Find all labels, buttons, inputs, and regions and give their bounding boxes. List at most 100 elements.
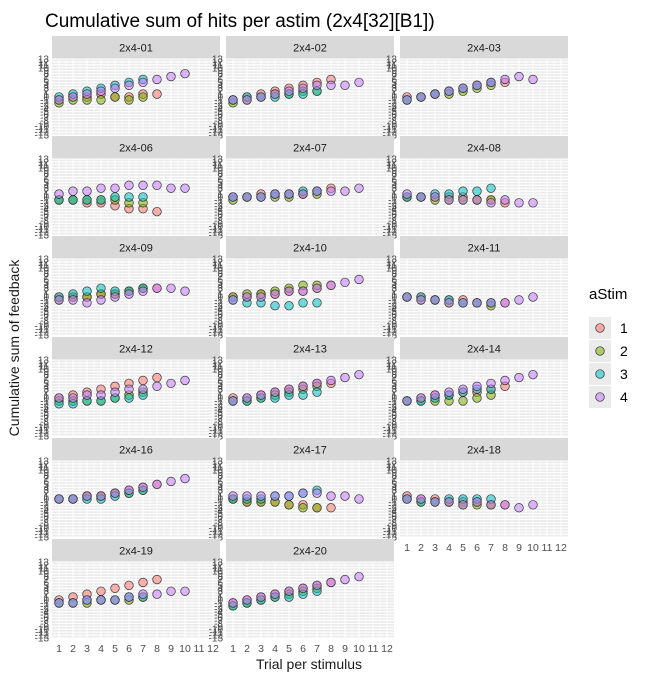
point-stim-4 [54, 393, 64, 403]
point-stim-4 [458, 500, 468, 510]
y-tick-label: 0 [217, 394, 223, 405]
point-stim-3 [298, 298, 308, 308]
y-tick-label: -9 [388, 319, 397, 330]
y-tick-label: 9 [43, 367, 49, 378]
point-stim-4 [326, 80, 336, 90]
y-tick-label: -4 [40, 607, 49, 618]
point-stim-4 [96, 491, 106, 501]
x-tick-label: 1 [404, 542, 410, 554]
y-tick-label: -12 [383, 128, 398, 139]
y-tick-label: 11 [387, 462, 398, 473]
y-tick-label: 0 [391, 394, 397, 405]
point-stim-4 [68, 393, 78, 403]
legend-title: aStim [589, 286, 627, 303]
y-tick-label: 11 [39, 462, 50, 473]
point-stim-2 [110, 92, 120, 102]
y-tick-label: 9 [43, 166, 49, 177]
y-tick-label: 13 [386, 457, 398, 468]
facet-strip [400, 236, 568, 259]
y-tick-label: 7 [391, 272, 397, 283]
y-tick-label: 4 [43, 181, 49, 192]
y-tick-label: 12 [212, 257, 224, 268]
point-stim-4 [152, 180, 162, 190]
y-tick-label: 6 [217, 275, 223, 286]
y-tick-label: 12 [38, 257, 50, 268]
y-tick-label: -6 [214, 310, 223, 321]
point-stim-1 [152, 372, 162, 383]
y-tick-label: 9 [391, 367, 397, 378]
y-tick-label: 0 [217, 193, 223, 204]
point-stim-4 [284, 286, 294, 296]
y-tick-label: 1 [43, 391, 49, 402]
point-stim-4 [354, 77, 364, 88]
point-stim-4 [138, 180, 148, 190]
point-stim-4 [402, 189, 412, 199]
y-tick-label: -4 [214, 104, 223, 115]
y-tick-label: -3 [388, 503, 397, 514]
point-stim-4 [180, 68, 190, 79]
point-stim-1 [110, 583, 120, 593]
y-tick-label: -11 [209, 325, 223, 336]
point-stim-4 [458, 384, 468, 394]
y-tick-label: -8 [40, 518, 49, 529]
point-stim-3 [458, 186, 468, 196]
point-stim-3 [298, 390, 308, 400]
y-tick-label: 10 [38, 263, 50, 274]
y-tick-label: -2 [214, 298, 223, 309]
point-stim-4 [270, 89, 280, 99]
y-tick-label: -4 [214, 607, 223, 618]
x-tick-label: 2 [418, 542, 424, 554]
y-tick-label: 3 [217, 385, 223, 396]
y-tick-label: 4 [391, 181, 397, 192]
y-tick-label: 12 [38, 157, 50, 168]
y-tick-label: 12 [386, 257, 398, 268]
y-tick-label: -9 [40, 319, 49, 330]
point-stim-3 [138, 192, 148, 202]
x-tick-label: 6 [300, 643, 306, 655]
x-tick-label: 11 [194, 643, 205, 655]
y-tick-label: 0 [43, 394, 49, 405]
y-tick-label: 2 [217, 388, 223, 399]
point-stim-3 [312, 298, 322, 308]
y-tick-label: 6 [217, 376, 223, 387]
y-tick-label: -10 [35, 222, 50, 233]
y-tick-label: -6 [388, 210, 397, 221]
y-tick-label: -9 [388, 119, 397, 130]
point-stim-2 [96, 95, 106, 105]
y-tick-label: 13 [38, 457, 50, 468]
y-axis-title: Cumulative sum of feedback [6, 259, 22, 437]
y-tick-label: -6 [388, 411, 397, 422]
point-stim-4 [472, 381, 482, 391]
y-tick-label: -13 [209, 634, 224, 645]
y-tick-label: 6 [43, 578, 49, 589]
y-tick-label: 5 [43, 278, 49, 289]
y-tick-label: -13 [383, 331, 398, 342]
y-tick-label: 13 [386, 255, 398, 266]
facet-strip-label: 2x4-12 [119, 344, 153, 356]
y-tick-label: -9 [40, 622, 49, 633]
point-stim-4 [298, 381, 308, 391]
y-tick-label: 6 [217, 75, 223, 86]
legend: aStim 1 2 3 4 [589, 286, 628, 408]
y-tick-label: 5 [43, 178, 49, 189]
y-tick-label: 10 [212, 566, 224, 577]
y-tick-label: 12 [38, 57, 50, 68]
y-tick-label: -9 [214, 119, 223, 130]
y-tick-label: -1 [214, 396, 223, 407]
legend-key-1 [595, 323, 605, 333]
y-tick-label: 12 [38, 459, 50, 470]
y-tick-label: -3 [214, 503, 223, 514]
y-tick-label: -8 [214, 216, 223, 227]
y-tick-label: 2 [43, 489, 49, 500]
point-stim-4 [486, 298, 496, 308]
y-tick-label: -10 [35, 122, 50, 133]
y-tick-label: 0 [391, 495, 397, 506]
y-tick-label: -8 [214, 417, 223, 428]
x-tick-label: 9 [342, 643, 348, 655]
x-tick-label: 6 [474, 542, 480, 554]
point-stim-4 [180, 586, 190, 596]
y-tick-label: -7 [40, 213, 49, 224]
point-stim-4 [472, 80, 482, 90]
point-stim-4 [82, 595, 92, 605]
point-stim-4 [340, 372, 350, 383]
